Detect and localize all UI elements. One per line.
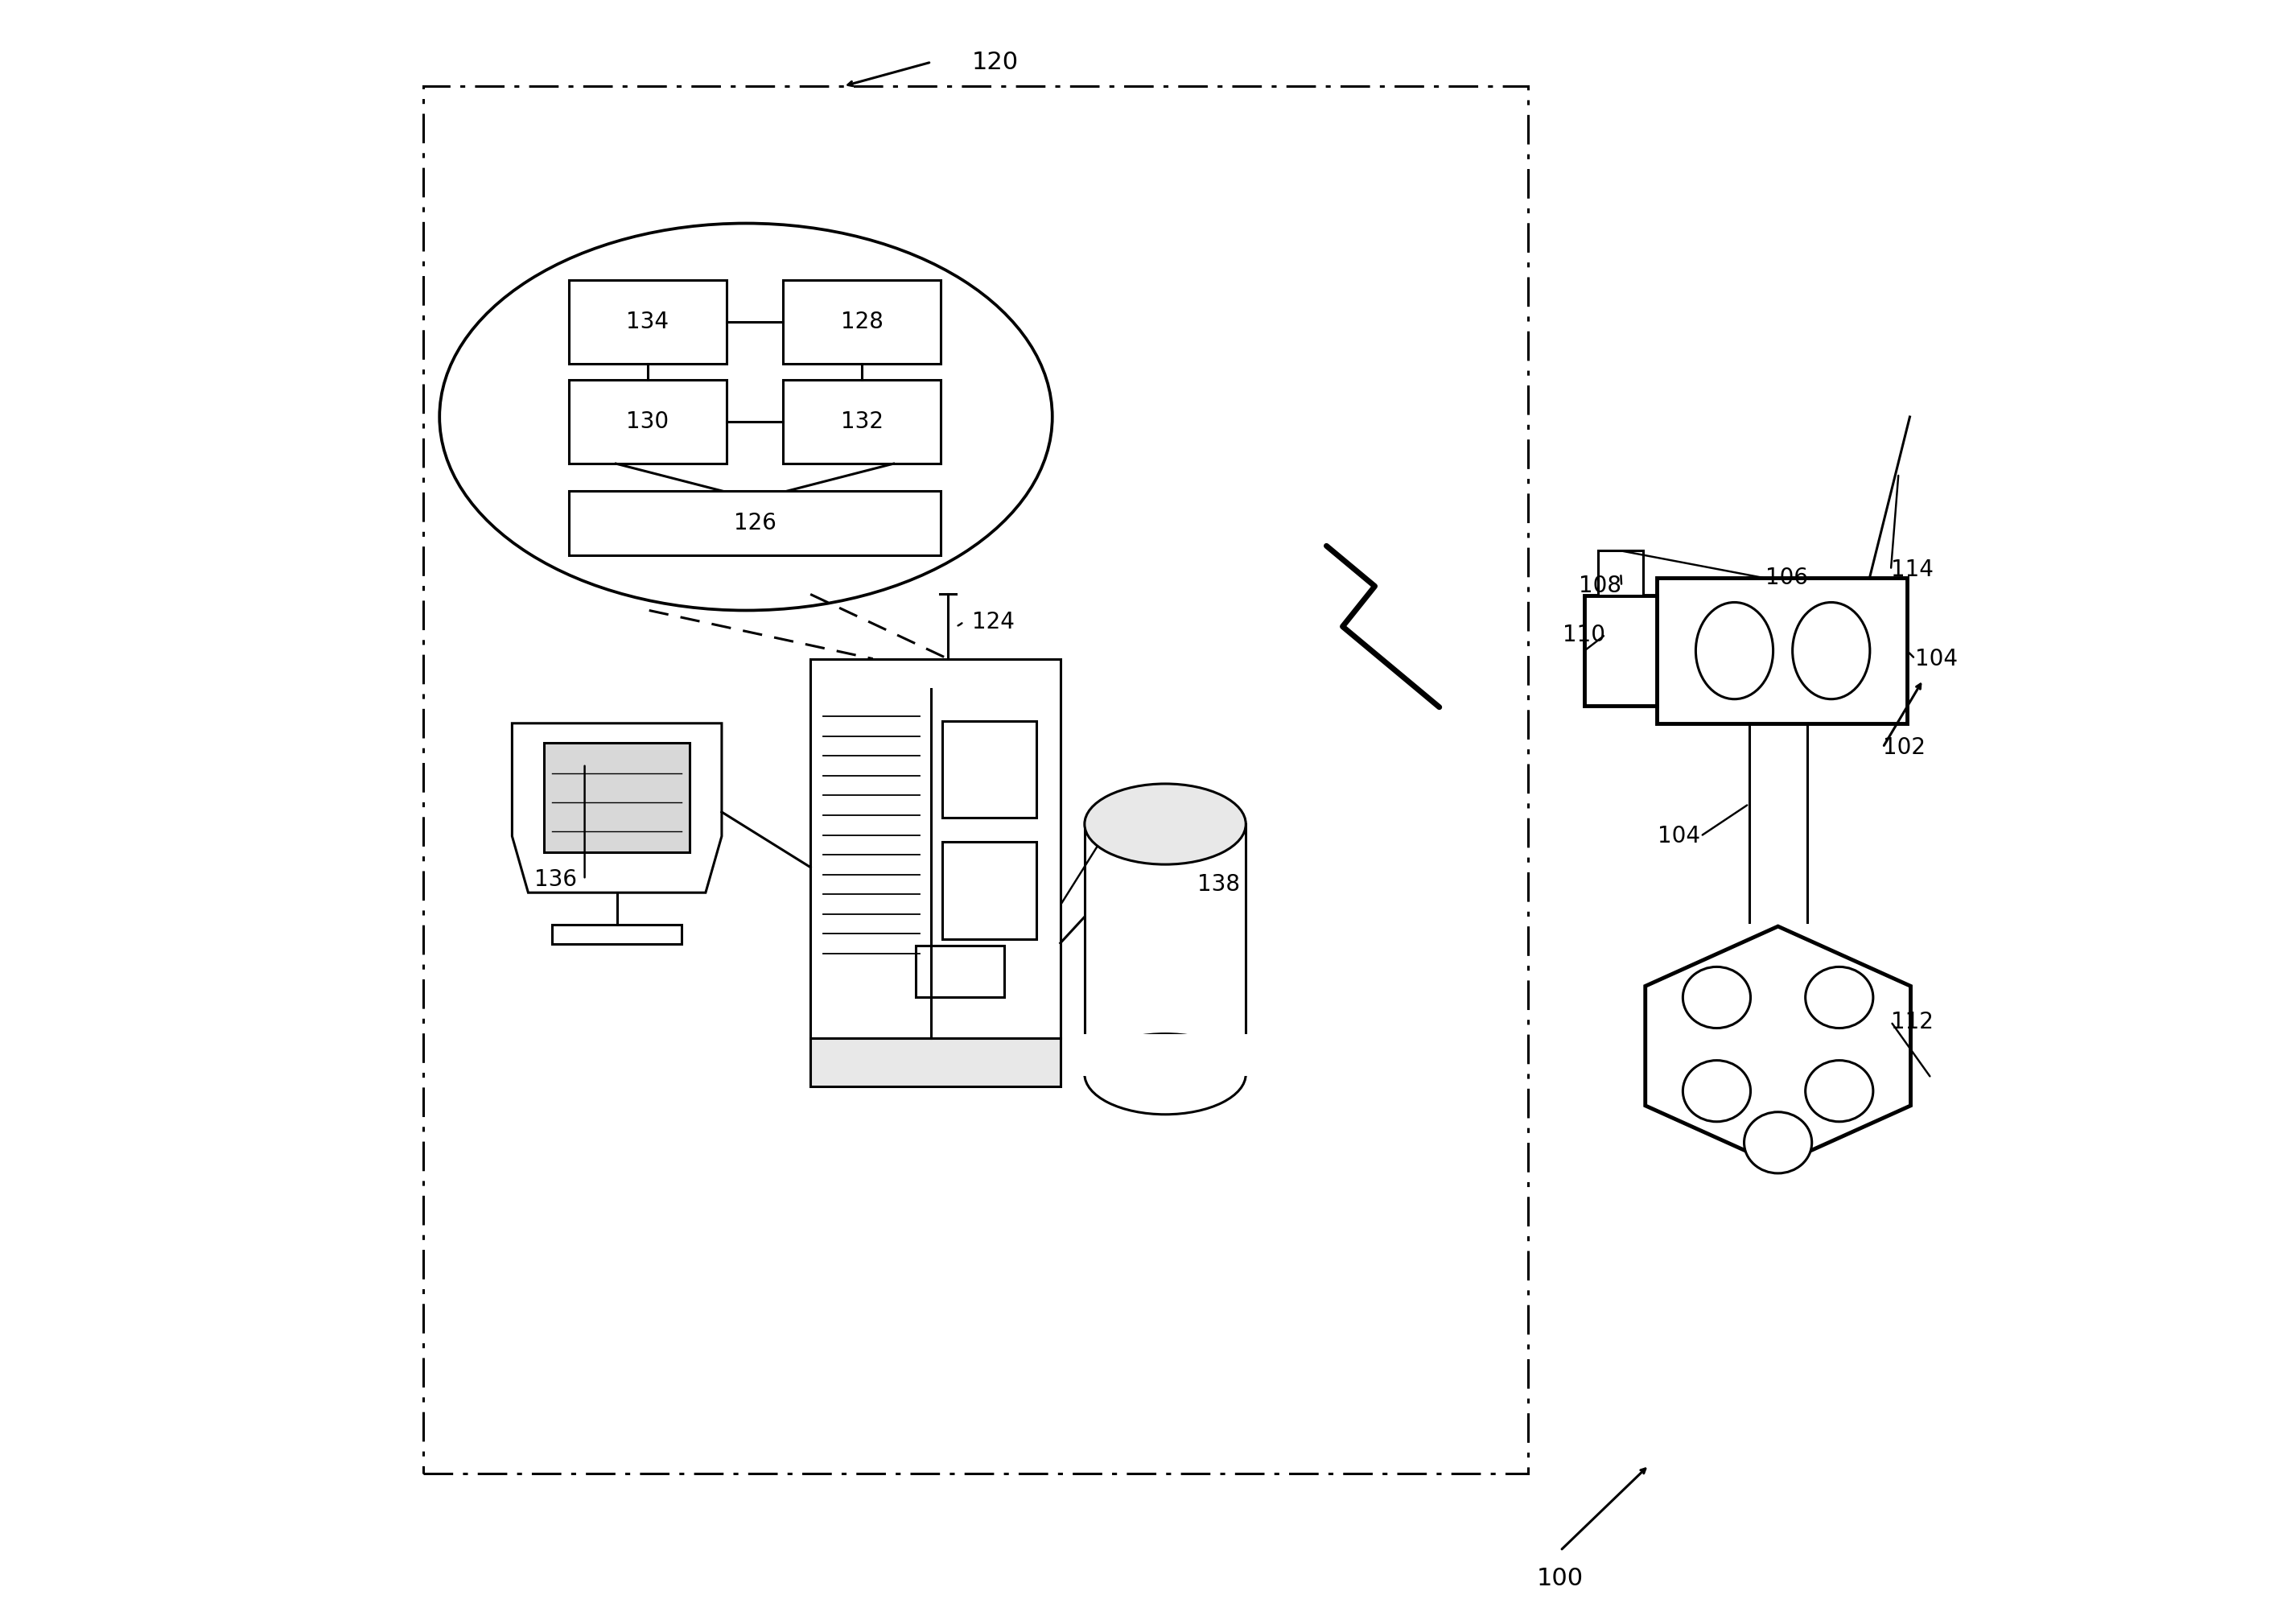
Ellipse shape bbox=[1791, 603, 1869, 698]
Bar bbox=[783, 279, 940, 364]
Text: 126: 126 bbox=[733, 512, 776, 534]
Ellipse shape bbox=[1743, 1112, 1812, 1173]
Bar bbox=[1084, 823, 1246, 1073]
Text: 104: 104 bbox=[1659, 825, 1700, 848]
Ellipse shape bbox=[1805, 1060, 1874, 1122]
Bar bbox=[810, 659, 1061, 1038]
Text: 136: 136 bbox=[534, 869, 577, 892]
Text: 102: 102 bbox=[1883, 736, 1926, 758]
Ellipse shape bbox=[1682, 1060, 1750, 1122]
Ellipse shape bbox=[1084, 784, 1246, 864]
Text: 112: 112 bbox=[1892, 1010, 1933, 1033]
Bar bbox=[552, 926, 682, 944]
Ellipse shape bbox=[1682, 966, 1750, 1028]
Text: 132: 132 bbox=[840, 411, 883, 434]
Ellipse shape bbox=[1084, 1034, 1246, 1114]
Text: 130: 130 bbox=[625, 411, 669, 434]
Polygon shape bbox=[511, 723, 721, 893]
Bar bbox=[1657, 578, 1908, 723]
Bar bbox=[568, 380, 726, 463]
Text: 100: 100 bbox=[1536, 1567, 1584, 1590]
Bar bbox=[568, 279, 726, 364]
Bar bbox=[1597, 551, 1643, 596]
Bar bbox=[810, 1038, 1061, 1086]
Text: 110: 110 bbox=[1563, 624, 1607, 646]
Text: 122: 122 bbox=[1116, 817, 1159, 840]
Bar bbox=[783, 380, 940, 463]
Ellipse shape bbox=[1805, 966, 1874, 1028]
Text: 106: 106 bbox=[1764, 567, 1807, 590]
Text: 114: 114 bbox=[1892, 559, 1933, 581]
Bar bbox=[424, 86, 1529, 1473]
Text: 108: 108 bbox=[1579, 575, 1623, 598]
Text: 138: 138 bbox=[1198, 874, 1239, 896]
Bar bbox=[1584, 596, 1657, 705]
Text: 134: 134 bbox=[625, 310, 669, 333]
Bar bbox=[545, 742, 689, 853]
Text: 128: 128 bbox=[840, 310, 883, 333]
Bar bbox=[942, 721, 1036, 818]
Bar bbox=[568, 490, 940, 555]
Text: 104: 104 bbox=[1915, 648, 1958, 671]
Bar bbox=[915, 945, 1004, 997]
Text: 124: 124 bbox=[972, 611, 1013, 633]
Ellipse shape bbox=[1696, 603, 1773, 698]
Text: 120: 120 bbox=[972, 50, 1018, 73]
Bar bbox=[1082, 1034, 1248, 1075]
Polygon shape bbox=[1645, 926, 1910, 1166]
Bar bbox=[942, 843, 1036, 939]
